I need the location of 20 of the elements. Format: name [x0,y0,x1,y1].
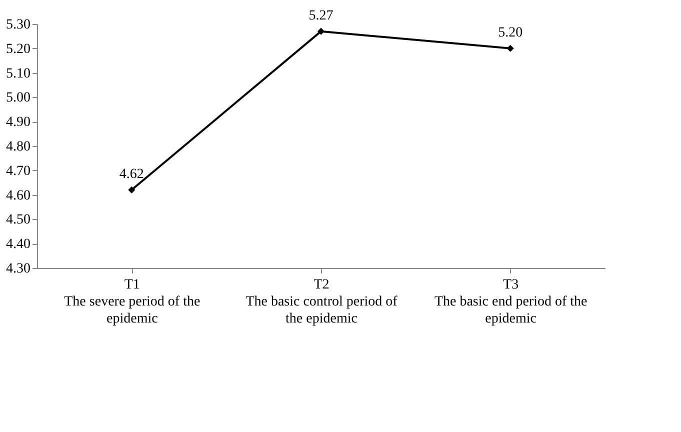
y-tick-label: 5.30 [6,18,30,32]
y-tick-label: 4.30 [6,262,30,276]
point [506,44,514,52]
text: 4.62 [119,166,144,182]
point [128,186,136,194]
y-tick-label: 4.40 [6,237,30,252]
y-tick-label: 5.00 [6,90,30,106]
x-tick-label: T3 The basic end period of the epidemic [434,278,588,326]
y-tick-label: 4.50 [6,212,30,228]
y-tick-label: 5.20 [6,42,30,57]
y-tick-label: 4.60 [6,188,30,204]
x-tick-label: T1 The severe period of the epidemic [64,278,200,326]
text: 5.20 [498,25,523,40]
point [317,28,325,35]
y-tick-label: 4.80 [6,140,30,154]
y-tick-label: 5.10 [6,66,30,82]
y-tick-label: 4.90 [6,115,30,130]
x-tick-label: T2 The basic control period of the epidemic [246,278,398,326]
text: 5.27 [308,8,334,24]
y-tick-label: 4.70 [6,164,30,179]
